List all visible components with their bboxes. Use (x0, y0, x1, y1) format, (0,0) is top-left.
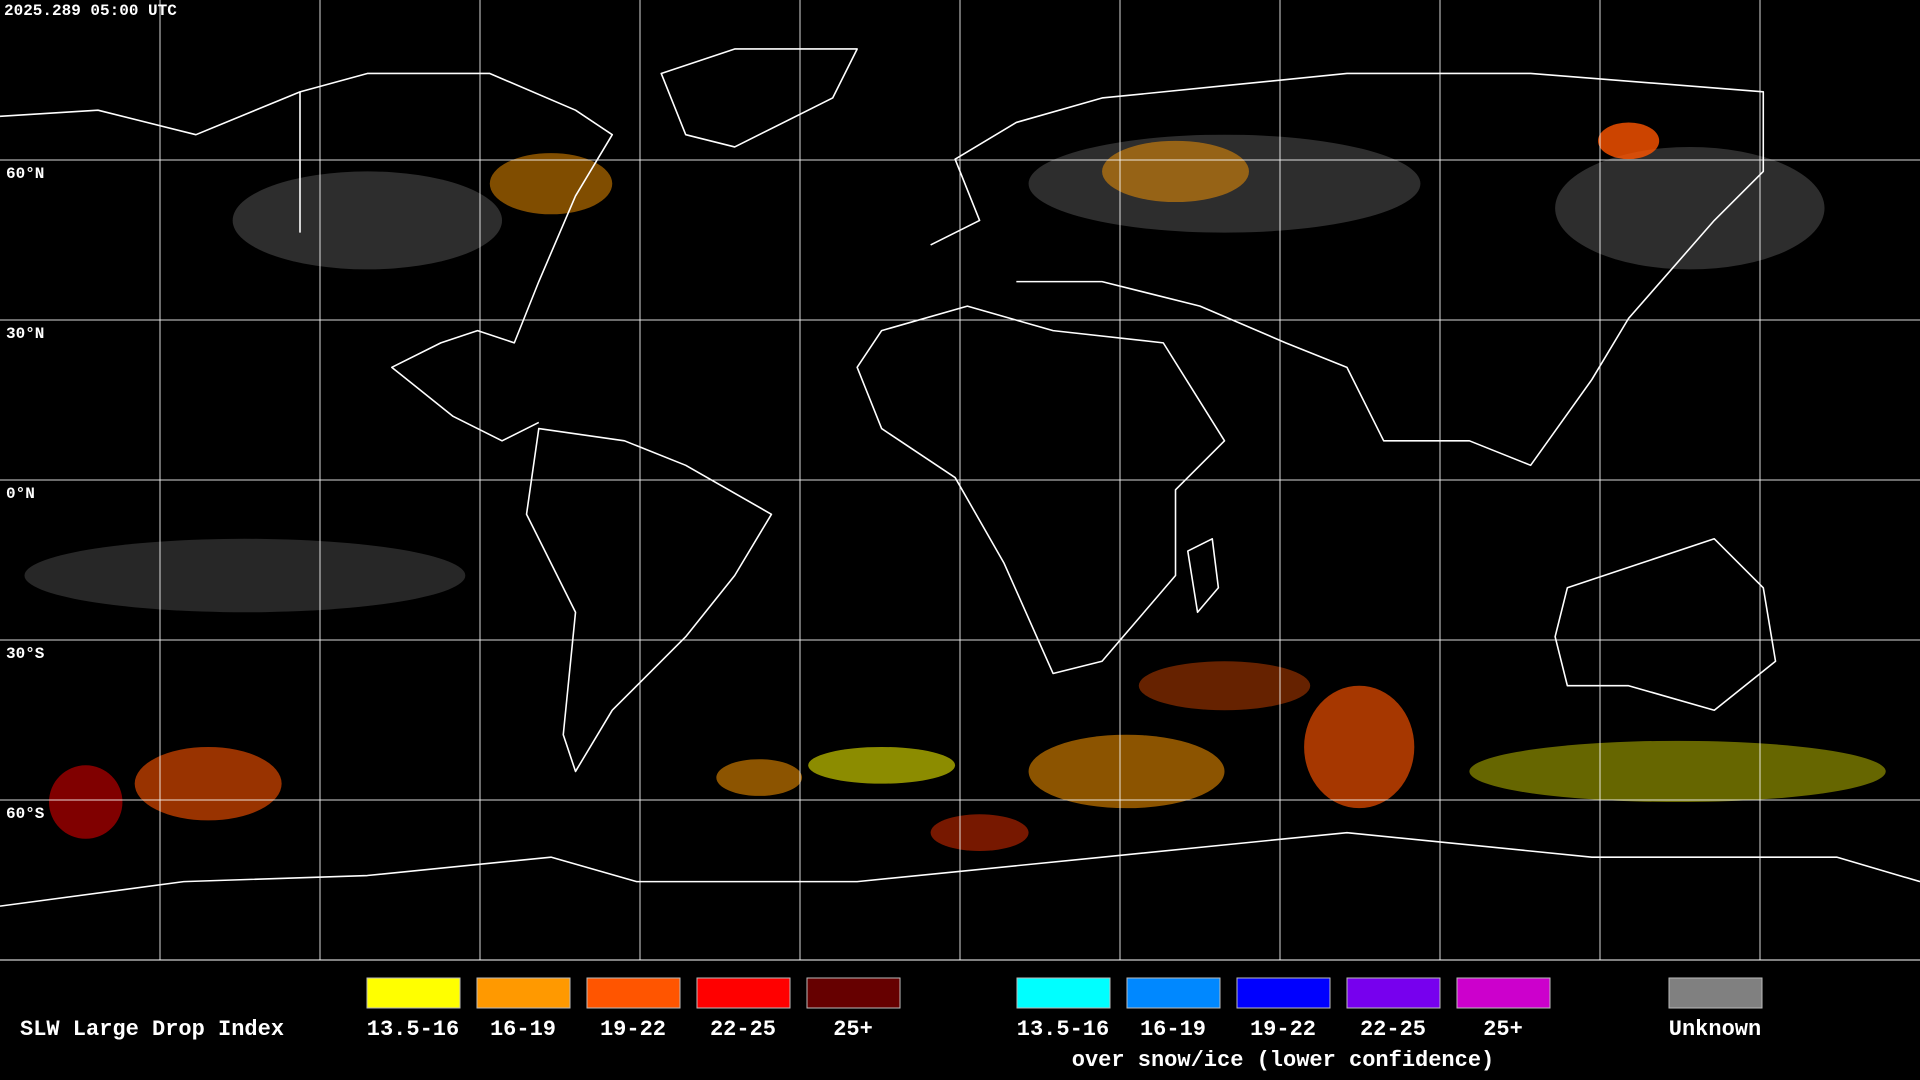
map (0, 0, 1920, 960)
legend-swatch (1016, 977, 1111, 1009)
legend-swatch (806, 977, 901, 1009)
cloud-patches (24, 122, 1886, 852)
legend-label: 25+ (833, 1017, 873, 1042)
legend-label: 25+ (1483, 1017, 1523, 1042)
legend-swatch (586, 977, 681, 1009)
coastlines (0, 48, 1920, 907)
legend-swatch (1456, 977, 1551, 1009)
legend-swatch (696, 977, 791, 1009)
legend-label: 16-19 (490, 1017, 556, 1042)
legend-label: 22-25 (710, 1017, 776, 1042)
legend-label: Unknown (1669, 1017, 1761, 1042)
latitude-label: 30°S (6, 645, 45, 663)
legend-label: 16-19 (1140, 1017, 1206, 1042)
legend-swatch (1126, 977, 1221, 1009)
latitude-label: 60°N (6, 165, 44, 183)
legend-label: 13.5-16 (1017, 1017, 1109, 1042)
timestamp: 2025.289 05:00 UTC (4, 2, 177, 20)
latitude-label: 60°S (6, 805, 45, 823)
legend-swatch (366, 977, 461, 1009)
legend-swatch (1236, 977, 1331, 1009)
latitude-label: 0°N (6, 485, 35, 503)
legend-label: 19-22 (600, 1017, 666, 1042)
legend-title: SLW Large Drop Index (20, 1017, 284, 1042)
latitude-label: 30°N (6, 325, 44, 343)
map-decor (0, 48, 1920, 907)
snow-caption: over snow/ice (lower confidence) (1072, 1048, 1494, 1073)
legend-swatch (476, 977, 571, 1009)
legend-swatch (1668, 977, 1763, 1009)
graticule (0, 0, 1920, 960)
legend-label: 13.5-16 (367, 1017, 459, 1042)
legend-label: 19-22 (1250, 1017, 1316, 1042)
legend-label: 22-25 (1360, 1017, 1426, 1042)
legend: SLW Large Drop Index over snow/ice (lowe… (20, 977, 1763, 1073)
legend-swatch (1346, 977, 1441, 1009)
